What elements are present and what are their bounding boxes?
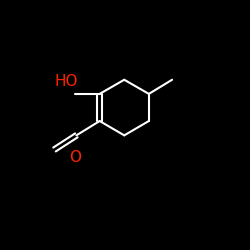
Text: HO: HO <box>54 74 78 89</box>
Text: O: O <box>69 150 81 165</box>
